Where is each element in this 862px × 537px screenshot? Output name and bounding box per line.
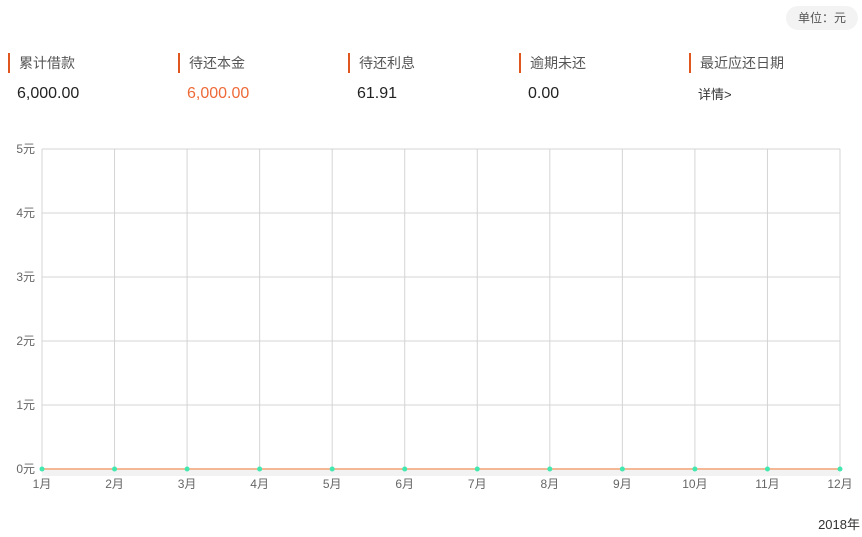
y-tick-label: 4元 [16, 206, 35, 220]
data-point [764, 466, 770, 472]
unit-badge: 单位：元 [785, 6, 858, 30]
x-tick-label: 5月 [323, 477, 342, 491]
stat-interest-due: 待还利息 61.91 [348, 53, 513, 103]
x-tick-label: 3月 [178, 477, 197, 491]
y-tick-label: 2元 [16, 334, 35, 348]
data-point [184, 466, 190, 472]
x-tick-label: 7月 [468, 477, 487, 491]
x-tick-label: 9月 [613, 477, 632, 491]
data-point [402, 466, 408, 472]
x-tick-label: 8月 [540, 477, 559, 491]
summary-stats: 累计借款 6,000.00 待还本金 6,000.00 待还利息 61.91 逾… [8, 53, 858, 113]
data-point [329, 466, 335, 472]
stat-label: 待还本金 [178, 53, 343, 73]
y-tick-label: 1元 [16, 398, 35, 412]
y-tick-label: 5元 [16, 142, 35, 156]
data-point [692, 466, 698, 472]
x-tick-label: 6月 [395, 477, 414, 491]
stat-overdue: 逾期未还 0.00 [519, 53, 684, 103]
x-tick-label: 11月 [755, 477, 779, 491]
stat-value: 61.91 [357, 85, 398, 102]
data-point [837, 466, 843, 472]
data-point [257, 466, 263, 472]
stat-label: 累计借款 [8, 53, 173, 73]
stat-next-due-date: 最近应还日期 详情> [689, 53, 854, 103]
stat-value: 0.00 [528, 85, 560, 102]
stat-total-borrowed: 累计借款 6,000.00 [8, 53, 173, 103]
data-point [547, 466, 553, 472]
x-axis-year-label: 2018年 [818, 517, 860, 532]
repayment-line-chart: 0元 1元 2元 3元 4元 5元 1月 2月 3月 4月 5月 6月 7月 8月 9月 10月 11月 12月 [16, 142, 852, 491]
x-tick-label: 4月 [250, 477, 269, 491]
y-tick-label: 0元 [16, 462, 35, 476]
stat-label: 最近应还日期 [689, 53, 854, 73]
x-tick-label: 2月 [105, 477, 124, 491]
x-tick-label: 10月 [682, 477, 707, 491]
baseline-shadow [42, 470, 840, 476]
stat-value: 6,000.00 [187, 85, 250, 102]
data-point [619, 466, 625, 472]
x-tick-label: 12月 [827, 477, 852, 491]
y-tick-label: 3元 [16, 270, 35, 284]
stat-label: 待还利息 [348, 53, 513, 73]
data-point [474, 466, 480, 472]
stat-principal-due: 待还本金 6,000.00 [178, 53, 343, 103]
x-tick-label: 1月 [33, 477, 52, 491]
details-link[interactable]: 详情> [698, 87, 732, 102]
stat-value: 6,000.00 [17, 85, 80, 102]
data-point [112, 466, 118, 472]
stat-label: 逾期未还 [519, 53, 684, 73]
data-point [39, 466, 45, 472]
